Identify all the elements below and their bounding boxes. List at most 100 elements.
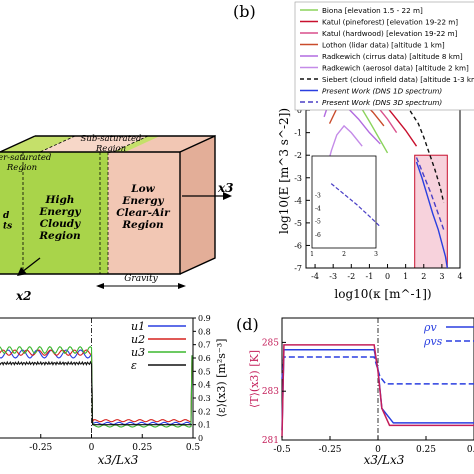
spectra-y-tick-label: -2: [294, 151, 302, 160]
legend-entry-label: Radkewich (aerosol data) [altitude 2 km]: [322, 64, 469, 73]
velocity-y2-tick-label: 0.2: [198, 407, 211, 416]
temperature-legend-label: ρvs: [423, 335, 443, 348]
spectra-x-axis-label: log10(κ [m^-1]): [334, 287, 431, 301]
temperature-x-tick-label: -0.5: [273, 445, 291, 455]
spectra-series-line: [327, 124, 363, 165]
inset-x-tick-label: 1: [310, 251, 314, 258]
velocity-x-tick-label: -0.25: [29, 443, 52, 453]
spectra-series-line: [415, 161, 449, 269]
legend-entry-label: Lothon (lidar data) [altitude 1 km]: [322, 41, 445, 50]
spectra-x-tick-label: -2: [347, 272, 355, 281]
inset-y-tick-label: -5: [315, 219, 321, 226]
spectra-legend: Biona [elevation 1.5 - 22 m] Katul (pinef…: [294, 1, 474, 111]
temperature-y-tick-label: 281: [262, 436, 279, 446]
temperature-series-line: [281, 344, 474, 438]
velocity-legend-label: u2: [131, 333, 145, 346]
velocity-epsilon-line: [0, 360, 192, 426]
box-outline-top: [179, 134, 216, 275]
legend-entry-label: Siebert (cloud infield data) [altitude 1…: [322, 75, 474, 84]
spectra-x-tick-label: -1: [366, 272, 374, 281]
velocity-y2-tick-label: 0.7: [198, 341, 211, 350]
spectra-x-tick-label: 2: [421, 272, 426, 281]
gravity-label: Gravity: [124, 274, 158, 284]
temperature-y-tick-label: 283: [262, 387, 279, 397]
velocity-y2-tick-label: 0.5: [198, 367, 211, 376]
inset-y-tick-label: -3: [315, 192, 321, 199]
temperature-legend-label: ρv: [423, 321, 437, 334]
legend-entry-label: Biona [elevation 1.5 - 22 m]: [322, 6, 423, 15]
velocity-series-line: [0, 349, 193, 425]
spectra-series-line: [372, 86, 445, 203]
velocity-x-axis-label: x3/Lx3: [98, 453, 139, 467]
temperature-y-tick-label: 285: [262, 338, 279, 348]
axis-x3-label: x3: [217, 181, 234, 195]
temperature-x-tick-label: -0.25: [318, 445, 341, 455]
velocity-y2-tick-label: 0.9: [198, 314, 211, 323]
box-divider-top: [39, 135, 76, 153]
box-divider-top-2: [112, 135, 149, 153]
box-top-face-green: [0, 136, 75, 152]
spectra-y-tick-label: -6: [294, 241, 302, 250]
velocity-y2-tick-label: 0.1: [198, 421, 211, 430]
velocity-series-line: [0, 345, 193, 428]
label-high-energy: High Energy Cloudy Region: [38, 194, 81, 242]
spectra-series-line: [415, 157, 445, 230]
panel-b-label: (b): [233, 2, 256, 21]
legend-entry-label: Present Work (DNS 1D spectrum): [322, 87, 442, 96]
legend-frame: [294, 1, 474, 111]
spectra-plot: -4 -3 -2 -1 0 1 2 3 4 -7 -6 -5 -4 -3 -2 -1 0 1 log10(κ [m^…: [277, 73, 463, 301]
label-low-energy: Low Energy Clear-Air Region: [116, 183, 171, 231]
axis-x2-label: x2: [15, 289, 32, 303]
velocity-x-tick-label: 0.25: [132, 443, 152, 453]
legend-entry-label: Katul (hardwood) [elevation 19-22 m]: [322, 29, 458, 38]
box-top-face-salmon: [40, 136, 148, 152]
temperature-y-axis-label: ⟨T⟩(x3) [K]: [248, 350, 261, 408]
spectra-y-tick-label: -7: [294, 264, 302, 273]
spectra-x-tick-label: 3: [439, 272, 444, 281]
velocity-legend-label: u1: [131, 320, 145, 333]
velocity-y2-tick-label: 0.4: [198, 381, 211, 390]
spectra-x-tick-label: -3: [329, 272, 337, 281]
spectra-y-tick-label: -5: [294, 219, 302, 228]
velocity-y2-axis-label: ⟨ε⟩(x3) [m²s⁻³]: [215, 339, 228, 418]
inset-y-tick-label: -6: [315, 232, 321, 239]
velocity-x-tick-label: 0.5: [186, 443, 201, 453]
velocity-x-tick-label: 0: [89, 443, 95, 453]
velocity-series-line: [0, 349, 193, 423]
inset-x-tick-label: 3: [374, 251, 378, 258]
velocity-legend-label: u3: [131, 346, 145, 359]
spectra-x-tick-label: 0: [385, 272, 390, 281]
spectra-y-tick-label: -3: [294, 174, 302, 183]
axis-x3-arrow: x3: [182, 181, 234, 200]
inset-series-line: [330, 183, 380, 227]
velocity-y2-tick-label: 0.8: [198, 327, 211, 336]
velocity-y2-tick-label: 0: [198, 434, 203, 443]
temperature-x-tick-label: 0.5: [467, 445, 474, 455]
temperature-x-tick-label: 0.25: [416, 445, 436, 455]
legend-entry-label: Radkewich (cirrus data) [altitude 8 km]: [322, 52, 463, 61]
box-outline-top-left: [0, 135, 36, 153]
box-top-face-edge: [113, 136, 215, 152]
spectra-y-tick-label: 0: [297, 106, 302, 115]
inset-y-tick-label: -4: [315, 206, 321, 213]
box-outline: [0, 151, 181, 275]
box-front-green: [23, 152, 100, 274]
temperature-x-tick-label: 0: [375, 445, 381, 455]
label-sub-saturated: Sub-saturated Region: [81, 134, 143, 154]
spectra-y-tick-label: -1: [294, 129, 302, 138]
axis-x2-arrow: x2: [15, 257, 41, 303]
box-top-face-right-green: [113, 136, 160, 152]
spectra-x-tick-label: 1: [403, 272, 408, 281]
spectra-inset: 1 2 3 -3 -4 -5 -6: [310, 155, 380, 258]
inset-x-tick-label: 2: [342, 251, 346, 258]
temperature-x-axis-label: x3/Lx3: [364, 453, 405, 467]
velocity-y2-tick-label: 0.3: [198, 394, 211, 403]
inset-frame: [311, 155, 377, 249]
spectra-x-tick-label: 4: [457, 272, 462, 281]
box-right-face: [180, 136, 215, 274]
